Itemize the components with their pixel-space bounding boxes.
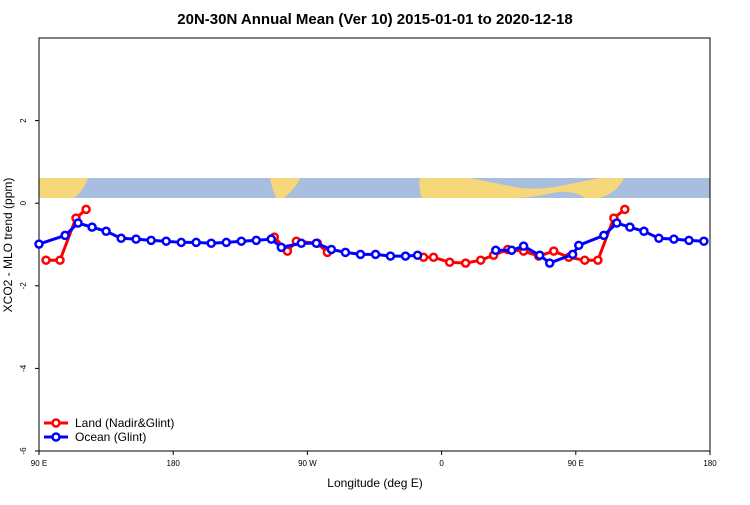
data-point [221,237,232,248]
data-point [161,236,171,246]
data-point [251,235,262,246]
data-point [412,250,423,260]
data-point [625,222,635,232]
data-point [206,238,216,249]
data-point [81,204,91,215]
data-point [593,255,603,265]
data-point [326,244,337,255]
data-point [548,246,559,256]
plot-frame [38,37,711,452]
x-axis-label: Longitude (deg E) [327,476,422,490]
data-point [370,249,381,260]
x-tick-label: 0 [439,459,444,468]
data-point [101,226,111,237]
x-tick-label: 90 E [568,459,584,468]
data-point [55,255,65,265]
data-point [311,238,322,249]
legend-label: Land (Nadir&Glint) [75,416,174,430]
data-point [654,233,664,244]
y-axis-label: XCO2 - MLO trend (ppm) [1,178,15,313]
y-tick-label: -2 [19,282,28,290]
chart-title: 20N-30N Annual Mean (Ver 10) 2015-01-01 … [177,11,572,28]
data-point [567,249,578,260]
data-point [475,255,486,265]
data-point [355,249,366,260]
data-point [534,250,545,260]
y-tick-label: -6 [19,447,28,455]
data-point [385,251,396,261]
data-point [444,257,455,268]
data-point [639,226,649,237]
data-point [34,239,44,249]
data-point [60,230,70,241]
data-point [41,255,51,265]
x-tick-label: 90 E [31,459,47,468]
legend-marker [51,432,61,442]
x-tick-label: 90 W [298,459,317,468]
data-point [191,237,201,248]
data-point [518,241,529,251]
data-point [460,258,471,268]
data-point [340,247,351,258]
data-point [684,235,694,246]
data-point [131,234,141,244]
data-point [87,222,97,232]
data-point [266,234,277,244]
y-tick-label: 0 [19,200,28,205]
data-point [699,236,709,246]
legend-label: Ocean (Glint) [75,430,146,444]
data-point [620,204,630,215]
data-point [176,237,187,248]
data-point [236,236,247,246]
x-tick-label: 180 [167,459,181,468]
data-point [296,238,307,249]
y-tick-label: 2 [19,118,28,123]
x-tick-label: 180 [703,459,717,468]
data-point [506,245,517,256]
data-point [669,234,679,244]
data-point [276,242,287,253]
legend-marker [51,418,61,428]
map-strip [39,178,710,198]
data-point [599,230,609,241]
data-point [544,258,555,268]
data-point [612,218,622,228]
data-point [574,240,584,251]
data-point [400,251,411,261]
data-point [116,233,126,244]
data-point [490,245,501,256]
data-point [579,255,590,265]
data-point [146,235,156,246]
data-point [73,218,83,228]
data-point [428,252,439,263]
y-tick-label: -4 [19,364,28,372]
